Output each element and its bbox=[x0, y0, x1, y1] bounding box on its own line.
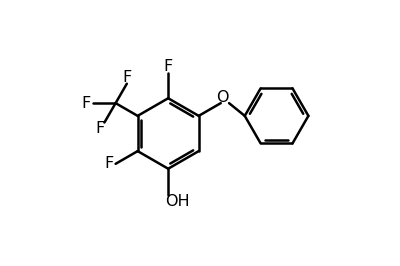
Text: F: F bbox=[95, 121, 104, 136]
Text: OH: OH bbox=[165, 194, 189, 209]
Text: F: F bbox=[122, 70, 132, 85]
Text: F: F bbox=[82, 96, 91, 111]
Text: O: O bbox=[216, 90, 229, 105]
Text: F: F bbox=[104, 156, 113, 171]
Text: F: F bbox=[164, 59, 173, 74]
